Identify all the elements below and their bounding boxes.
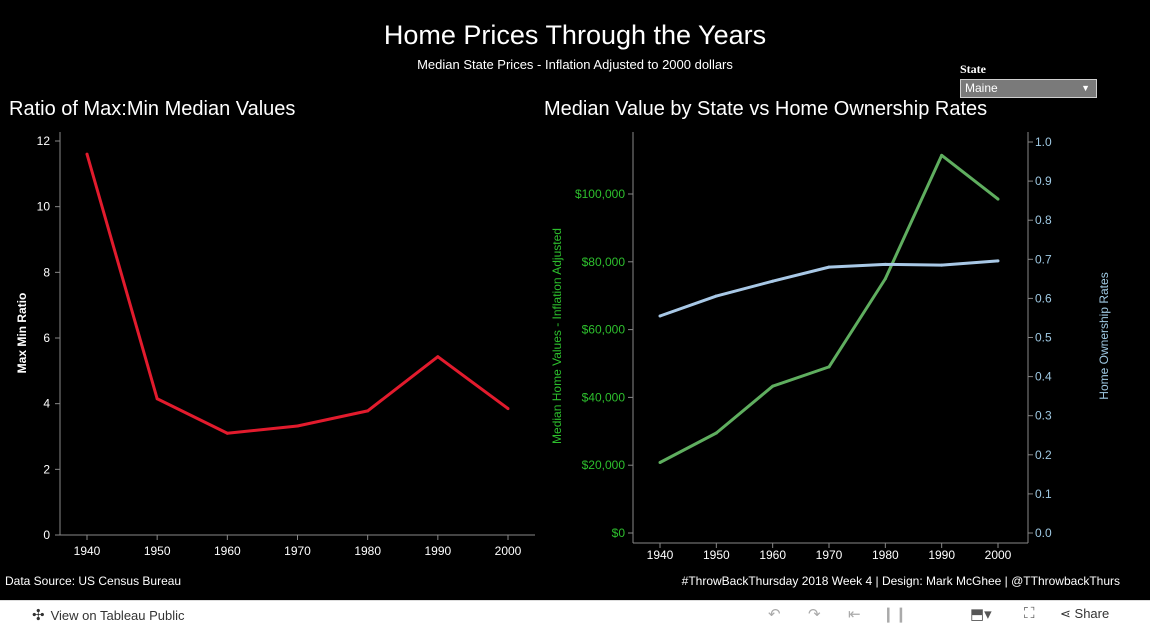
home-value-data-point	[996, 197, 1000, 201]
value-x-tick-label: 1990	[928, 548, 955, 562]
value-y-tick-label: $20,000	[582, 458, 626, 472]
tableau-toolbar: ✣ View on Tableau Public ↶ ↷ ⇤ ❙❙ ⬒▾ ⛶ ⋖ …	[0, 600, 1150, 627]
fullscreen-icon[interactable]: ⛶	[1024, 605, 1035, 622]
ratio-data-point	[366, 409, 370, 413]
ratio-data-point	[155, 397, 159, 401]
value-x-tick-label: 1950	[703, 548, 730, 562]
ownership-data-point	[940, 263, 944, 267]
ownership-data-point	[714, 294, 718, 298]
ownership-series-line	[659, 259, 999, 318]
value-y-tick-label: $0	[612, 526, 626, 540]
dropdown-caret-icon: ▼	[1081, 83, 1090, 93]
dashboard-title: Home Prices Through the Years	[383, 20, 767, 50]
ratio-data-point	[296, 424, 299, 428]
home-value-data-point	[714, 431, 718, 435]
ownership-y-tick-label: 1.0	[1035, 135, 1052, 149]
dashboard-subtitle: Median State Prices - Inflation Adjusted…	[417, 57, 733, 72]
ownership-data-point	[771, 279, 775, 283]
home-value-series-line	[659, 153, 999, 464]
state-filter-value: Maine	[965, 81, 998, 95]
state-filter-label: State	[960, 62, 986, 76]
value-chart-title: Median Value by State vs Home Ownership …	[544, 98, 988, 120]
ratio-y-tick-label: 10	[37, 200, 51, 214]
ratio-x-tick-label: 1950	[144, 544, 171, 558]
value-x-tick-label: 1980	[872, 548, 899, 562]
value-y-tick-label: $40,000	[582, 390, 626, 404]
ratio-data-point	[85, 152, 89, 156]
value-x-tick-label: 1970	[816, 548, 843, 562]
share-button[interactable]: ⋖ Share	[1060, 606, 1109, 622]
ratio-data-point	[225, 431, 229, 435]
ownership-y-tick-label: 0.9	[1035, 174, 1052, 188]
revert-icon[interactable]: ⇤	[848, 606, 861, 623]
view-on-tableau-label: View on Tableau Public	[50, 608, 185, 623]
value-y-tick-label: $100,000	[575, 187, 625, 201]
ratio-y-tick-label: 6	[43, 331, 50, 345]
charts-canvas: 0 2 4 6 8 10 12 1940 1950 1960 1970 1980 1990 2000 Max…	[15, 132, 1111, 562]
value-x-tick-label: 1960	[759, 548, 786, 562]
redo-icon[interactable]: ↷	[808, 606, 821, 623]
ownership-y-tick-label: 0.1	[1035, 487, 1052, 501]
ownership-y-tick-label: 0.0	[1035, 526, 1052, 540]
ratio-x-tick-label: 1980	[354, 544, 381, 558]
ownership-y-axis-label: Home Ownership Rates	[1097, 272, 1111, 399]
share-icon: ⋖	[1060, 606, 1071, 621]
home-value-data-point	[658, 460, 662, 464]
ratio-y-tick-label: 2	[43, 462, 50, 476]
ratio-data-point	[506, 407, 510, 411]
ownership-data-point	[827, 265, 831, 269]
home-value-data-point	[940, 153, 944, 157]
ratio-y-tick-label: 0	[43, 528, 50, 542]
undo-icon[interactable]: ↶	[768, 606, 781, 623]
ownership-y-tick-label: 0.8	[1035, 213, 1052, 227]
value-x-tick-label: 2000	[985, 548, 1012, 562]
ownership-y-tick-label: 0.3	[1035, 409, 1052, 423]
ownership-y-tick-label: 0.5	[1035, 331, 1052, 345]
ratio-x-tick-label: 1940	[74, 544, 101, 558]
ratio-y-axis-label: Max Min Ratio	[15, 293, 29, 374]
download-icon[interactable]: ⬒▾	[970, 606, 992, 623]
value-y-tick-label: $80,000	[582, 255, 626, 269]
ratio-data-point	[436, 355, 440, 359]
pause-icon[interactable]: ❙❙	[882, 606, 908, 623]
ownership-y-tick-label: 0.6	[1035, 291, 1052, 305]
home-value-data-point	[771, 384, 775, 388]
ownership-data-point	[883, 262, 887, 266]
view-on-tableau-link[interactable]: ✣ View on Tableau Public	[32, 606, 185, 624]
ratio-x-tick-label: 2000	[495, 544, 522, 558]
state-filter-dropdown[interactable]: Maine ▼	[960, 79, 1097, 98]
home-value-data-point	[827, 365, 831, 369]
tableau-icon: ✣	[32, 607, 45, 624]
share-label: Share	[1074, 606, 1110, 621]
ratio-y-tick-label: 4	[43, 397, 50, 411]
ownership-data-point	[658, 314, 662, 318]
ratio-x-tick-label: 1960	[214, 544, 241, 558]
value-y-tick-label: $60,000	[582, 323, 626, 337]
ratio-series-line	[85, 153, 509, 435]
ownership-y-tick-label: 0.7	[1035, 252, 1052, 266]
ownership-data-point	[996, 259, 1000, 263]
ratio-x-tick-label: 1990	[424, 544, 451, 558]
ratio-x-tick-label: 1970	[284, 544, 311, 558]
ratio-y-tick-label: 12	[37, 134, 51, 148]
ratio-y-tick-label: 8	[43, 265, 50, 279]
value-x-tick-label: 1940	[647, 548, 674, 562]
value-y-axis-label: Median Home Values - Inflation Adjusted	[550, 228, 564, 444]
ratio-chart-title: Ratio of Max:Min Median Values	[9, 98, 296, 120]
home-value-data-point	[883, 277, 887, 281]
ownership-y-tick-label: 0.4	[1035, 370, 1052, 384]
design-credits: #ThrowBackThursday 2018 Week 4 | Design:…	[681, 574, 1120, 588]
data-source-note: Data Source: US Census Bureau	[5, 574, 182, 588]
ownership-y-tick-label: 0.2	[1035, 448, 1052, 462]
